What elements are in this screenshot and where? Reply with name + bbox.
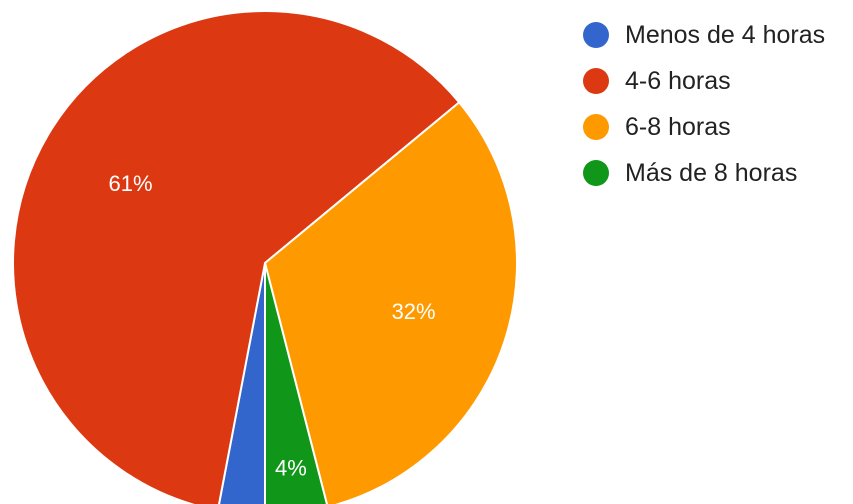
pie-label-4-6-horas: 61% [108, 171, 152, 196]
legend-item-6-8-horas[interactable]: 6-8 horas [583, 104, 825, 150]
legend-label-4-6-horas: 4-6 horas [625, 66, 731, 95]
legend-label-mas-de-8-horas: Más de 8 horas [625, 158, 798, 187]
legend-item-4-6-horas[interactable]: 4-6 horas [583, 58, 825, 104]
pie-label-mas-de-8-horas: 4% [275, 456, 307, 481]
chart-legend: Menos de 4 horas 4-6 horas 6-8 horas Más… [583, 12, 825, 196]
legend-label-6-8-horas: 6-8 horas [625, 112, 731, 141]
pie-slices [12, 9, 518, 504]
legend-swatch-4-6-horas [583, 68, 609, 94]
legend-swatch-6-8-horas [583, 114, 609, 140]
legend-label-menos-de-4-horas: Menos de 4 horas [625, 20, 826, 49]
pie-slice-6-8-horas[interactable] [263, 100, 518, 504]
legend-swatch-mas-de-8-horas [583, 160, 609, 186]
legend-item-mas-de-8-horas[interactable]: Más de 8 horas [583, 150, 825, 196]
pie-slice-labels: 61% 32% 4% [108, 171, 435, 481]
pie-label-6-8-horas: 32% [392, 299, 436, 324]
pie-slice-mas-de-8-horas[interactable] [264, 262, 328, 504]
legend-swatch-menos-de-4-horas [583, 22, 609, 48]
legend-item-menos-de-4-horas[interactable]: Menos de 4 horas [583, 12, 825, 58]
pie-slice-4-6-horas[interactable] [12, 9, 461, 504]
